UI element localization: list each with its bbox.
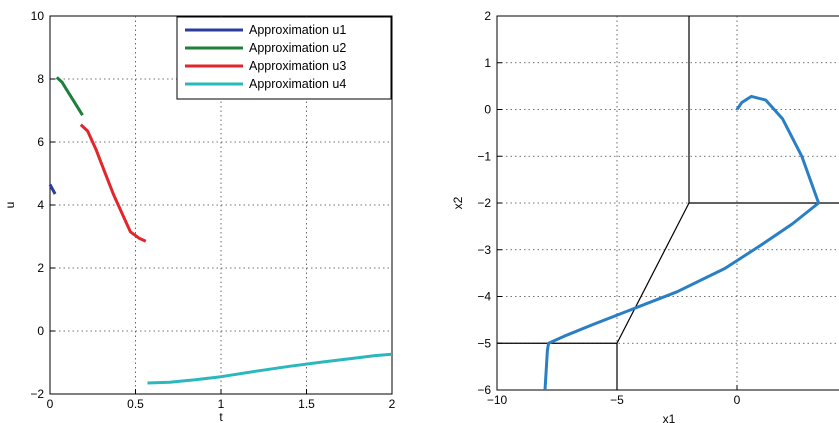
y-tick-label: −1 [477,149,491,163]
y-tick-label: 8 [37,72,44,86]
y-tick-label: −4 [477,290,491,304]
y-tick-label: 2 [484,9,491,23]
legend: Approximation u1 Approximation u2 Approx… [177,17,391,99]
x-tick-label: 1 [218,397,225,411]
y-tick-label: 0 [484,103,491,117]
x-tick-label: 0.5 [127,397,144,411]
legend-label-u3: Approximation u3 [249,59,346,73]
x-tick-label: 0 [734,393,741,407]
x-tick-label: −5 [610,393,624,407]
y-tick-label: 0 [37,324,44,338]
y-tick-label: −2 [30,387,44,401]
left-ylabel: u [3,202,17,209]
y-tick-label: −2 [477,196,491,210]
y-tick-label: −6 [477,383,491,397]
y-tick-label: 1 [484,56,491,70]
y-tick-label: 6 [37,135,44,149]
legend-label-u4: Approximation u4 [249,77,346,91]
y-tick-label: 2 [37,261,44,275]
x-tick-label: 0 [47,397,54,411]
y-tick-label: 10 [31,9,45,23]
legend-label-u2: Approximation u2 [249,41,346,55]
y-tick-label: −3 [477,243,491,257]
y-tick-label: 4 [37,198,44,212]
x-tick-label: 2 [389,397,396,411]
x-tick-label: 1.5 [298,397,315,411]
left-xlabel: t [219,410,223,423]
right-xlabel: x1 [663,412,676,423]
y-tick-label: −5 [477,336,491,350]
right-ylabel: x2 [451,196,465,209]
legend-label-u1: Approximation u1 [249,23,346,37]
